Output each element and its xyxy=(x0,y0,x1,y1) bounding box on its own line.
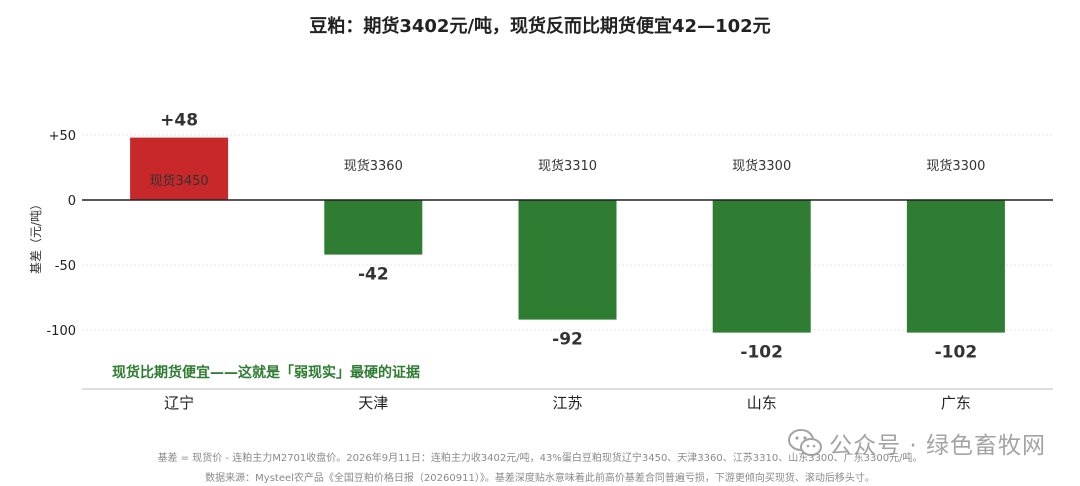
y-tick-label: 0 xyxy=(68,194,76,209)
bar-value-label: -92 xyxy=(552,330,583,350)
bar xyxy=(324,200,423,255)
bar-value-label: -42 xyxy=(358,265,389,285)
spot-price-label: 现货3360 xyxy=(344,158,403,174)
y-axis-label: 基差（元/吨） xyxy=(29,198,43,274)
spot-price-label: 现货3300 xyxy=(732,158,791,174)
wechat-icon xyxy=(788,429,823,456)
chart-title: 豆粕：期货3402元/吨，现货反而比期货便宜42—102元 xyxy=(309,16,771,37)
spot-price-label: 现货3300 xyxy=(926,158,985,174)
footnote-source: 数据来源：Mysteel农产品《全国豆粕价格日报（20260911）》。基差深度… xyxy=(205,473,875,484)
x-tick-label: 辽宁 xyxy=(164,394,194,412)
bar-value-label: -102 xyxy=(740,343,783,363)
x-tick-label: 广东 xyxy=(941,394,971,412)
bar xyxy=(906,200,1005,333)
bar xyxy=(130,137,229,200)
bar-value-label: +48 xyxy=(160,111,198,131)
y-tick-label: -50 xyxy=(55,259,76,274)
spot-price-label: 现货3310 xyxy=(538,158,597,174)
bar xyxy=(518,200,617,320)
spot-price-label: 现货3450 xyxy=(150,173,209,189)
chart-annotation: 现货比期货便宜——这就是「弱现实」最硬的证据 xyxy=(112,364,420,381)
x-tick-label: 天津 xyxy=(358,394,388,412)
footnote-definition: 基差 = 现货价 - 连粕主力M2701收盘价。2026年9月11日：连粕主力收… xyxy=(157,453,923,464)
x-tick-label: 江苏 xyxy=(552,394,582,412)
y-tick-label: -100 xyxy=(46,324,76,339)
x-tick-label: 山东 xyxy=(747,394,777,412)
watermark: 公众号 · 绿色畜牧网 xyxy=(787,426,1046,460)
bar-value-label: -102 xyxy=(935,343,978,363)
y-tick-label: +50 xyxy=(49,129,76,144)
bar xyxy=(712,200,811,333)
watermark-text: 公众号 · 绿色畜牧网 xyxy=(829,433,1046,459)
